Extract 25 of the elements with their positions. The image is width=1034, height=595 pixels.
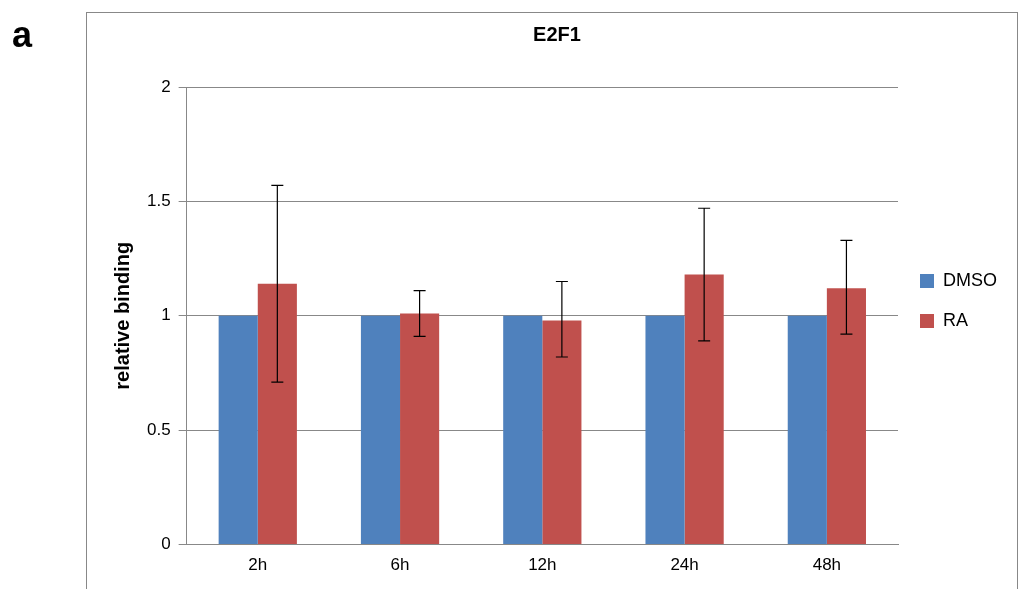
x-tick-label: 24h <box>670 555 699 575</box>
y-tick-label: 0 <box>161 534 171 554</box>
y-tick-label: 2 <box>161 76 171 96</box>
y-axis-title: relative binding <box>110 241 133 390</box>
bar <box>542 320 582 545</box>
bar <box>218 315 258 545</box>
y-tick-label: 0.5 <box>146 419 171 439</box>
x-tick-label: 2h <box>248 555 268 575</box>
y-tick-label: 1 <box>161 305 171 325</box>
bar <box>400 313 440 545</box>
bar <box>257 283 297 545</box>
bar <box>684 274 724 545</box>
y-tick-label: 1.5 <box>146 191 171 211</box>
chart-title: E2F1 <box>533 22 581 45</box>
legend-label: DMSO <box>943 269 997 290</box>
bar <box>360 315 401 545</box>
bar <box>826 288 866 545</box>
bar <box>787 315 827 545</box>
bar <box>503 315 543 545</box>
bar <box>645 315 685 545</box>
x-tick-label: 12h <box>528 555 557 575</box>
text: a <box>12 14 33 56</box>
x-tick-label: 6h <box>390 555 410 575</box>
x-tick-label: 48h <box>812 555 842 575</box>
legend-label: RA <box>943 309 969 330</box>
